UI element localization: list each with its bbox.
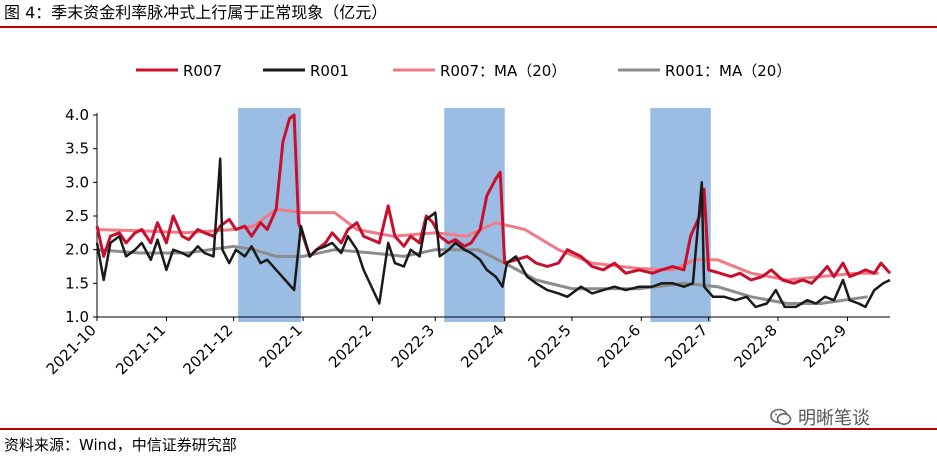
bottom-rule bbox=[0, 428, 937, 430]
series-line-3 bbox=[96, 207, 879, 282]
legend-label-2: R001 bbox=[310, 62, 349, 80]
y-tick-label: 3.5 bbox=[65, 140, 89, 158]
y-tick-label: 1.5 bbox=[65, 274, 89, 292]
x-tick-label: 2022-6 bbox=[594, 321, 644, 371]
series-line-2 bbox=[95, 157, 891, 309]
y-tick-label: 1.0 bbox=[65, 308, 89, 326]
y-tick-label: 2.0 bbox=[65, 241, 89, 259]
series-line-4 bbox=[96, 244, 868, 305]
x-tick-label: 2022-4 bbox=[457, 321, 507, 371]
legend: R007 R001 R007：MA（20） R001：MA（20） bbox=[136, 62, 791, 80]
highlight-band-2 bbox=[444, 108, 505, 322]
x-tick-label: 2021-12 bbox=[179, 321, 236, 378]
wechat-icon bbox=[770, 408, 792, 425]
x-tick-label: 2022-3 bbox=[388, 321, 438, 371]
chart-title: 图 4：季末资金利率脉冲式上行属于正常现象（亿元） bbox=[4, 3, 388, 22]
x-tick-label: 2022-2 bbox=[325, 321, 375, 371]
x-tick-label: 2022-7 bbox=[661, 321, 711, 371]
x-tick-label: 2022-5 bbox=[524, 321, 574, 371]
x-tick-label: 2022-1 bbox=[256, 321, 306, 371]
legend-label-1: R007 bbox=[183, 62, 222, 80]
source-note: 资料来源：Wind，中信证券研究部 bbox=[4, 436, 237, 454]
y-tick-label: 3.0 bbox=[65, 173, 89, 191]
watermark-text: 明晰笔谈 bbox=[798, 408, 870, 429]
x-tick-label: 2022-8 bbox=[731, 321, 781, 371]
y-tick-label: 2.5 bbox=[65, 207, 89, 225]
x-tick-label: 2021-10 bbox=[43, 321, 100, 378]
series-line-1 bbox=[95, 113, 892, 285]
top-rule bbox=[0, 26, 937, 28]
x-tick-label: 2021-11 bbox=[112, 321, 169, 378]
watermark: 明晰笔谈 bbox=[770, 404, 870, 430]
y-tick-label: 4.0 bbox=[65, 106, 89, 124]
legend-label-3: R007：MA（20） bbox=[440, 62, 566, 80]
line-chart: 1.0 1.5 2.0 2.5 3.0 3.5 4.0 2021-10 2021-11 2021-… bbox=[43, 62, 892, 378]
x-tick-label: 2022-9 bbox=[800, 321, 850, 371]
legend-label-4: R001：MA（20） bbox=[665, 62, 791, 80]
series-lines bbox=[95, 113, 892, 309]
